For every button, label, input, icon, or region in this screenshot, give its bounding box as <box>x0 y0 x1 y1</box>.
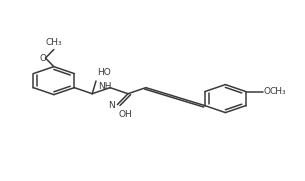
Text: N: N <box>108 101 115 110</box>
Text: NH: NH <box>99 82 112 91</box>
Text: CH₃: CH₃ <box>269 87 286 96</box>
Text: O: O <box>264 87 271 96</box>
Text: O: O <box>40 54 47 63</box>
Text: CH₃: CH₃ <box>45 38 62 47</box>
Text: HO: HO <box>98 68 111 77</box>
Text: OH: OH <box>119 110 133 119</box>
